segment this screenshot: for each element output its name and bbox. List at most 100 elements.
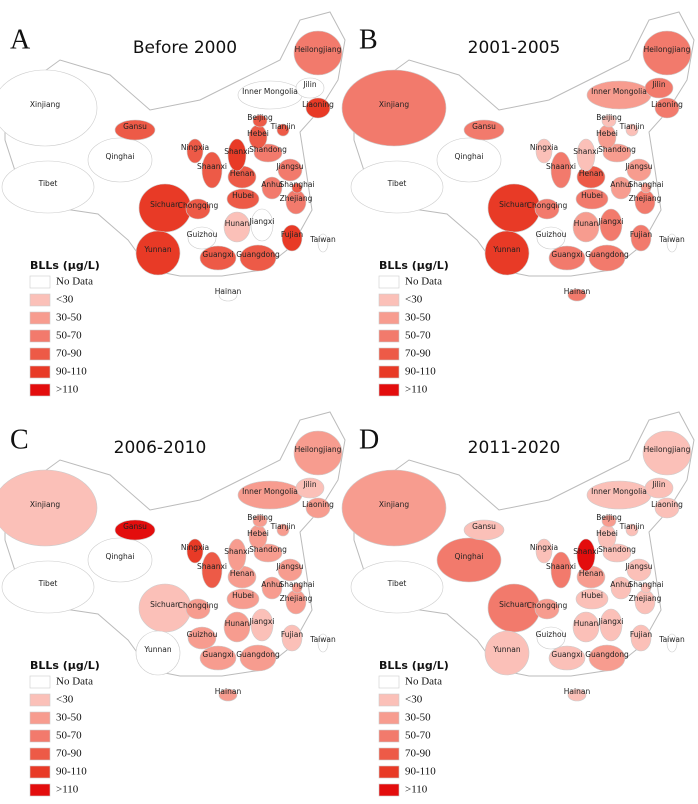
- province-area: [484, 630, 530, 676]
- province-area: [601, 114, 617, 128]
- province-area: [654, 497, 680, 519]
- province-area: [261, 176, 283, 200]
- legend-label: 30-50: [56, 312, 82, 324]
- legend-label: 50-70: [405, 730, 431, 742]
- province-label: Jilin: [302, 80, 316, 89]
- legend-swatch: [378, 783, 400, 797]
- province-area: [576, 138, 596, 172]
- province-area: [239, 644, 277, 672]
- province-area: [293, 30, 343, 76]
- province-area: [588, 244, 626, 272]
- map-panel: Heilongjiang Jilin Inner Mongolia Liaoning X…: [341, 411, 695, 797]
- province-area: [277, 558, 303, 582]
- province-label: Inner Mongolia: [591, 487, 647, 496]
- legend-title: BLLs (μg/L): [30, 659, 100, 672]
- legend-label: 50-70: [56, 330, 82, 342]
- province-area: [1, 560, 95, 614]
- province-label: Jiangsu: [275, 562, 303, 571]
- legend-label: >110: [405, 784, 428, 796]
- province-label: Jiangsu: [275, 162, 303, 171]
- province-area: [599, 608, 623, 642]
- province-label: Shanxi: [224, 547, 249, 556]
- province-label: Guangxi: [202, 250, 233, 259]
- province-label: Henan: [230, 569, 255, 578]
- legend-swatch: [29, 347, 51, 361]
- province-area: [186, 538, 204, 564]
- province-area: [610, 176, 632, 200]
- province-area: [548, 245, 586, 271]
- province-area: [567, 288, 587, 302]
- province-label: Tianjin: [619, 122, 645, 131]
- legend-swatch: [378, 275, 400, 289]
- province-label: Guizhou: [187, 230, 218, 239]
- province-label: Jilin: [651, 80, 665, 89]
- province-label: Qinghai: [106, 152, 135, 161]
- legend-label: 30-50: [405, 312, 431, 324]
- legend-label: <30: [56, 294, 74, 306]
- province-area: [276, 523, 290, 537]
- province-label: Hunan: [574, 219, 599, 228]
- province-label: Shanxi: [224, 147, 249, 156]
- province-area: [536, 626, 566, 650]
- province-label: Hunan: [225, 619, 250, 628]
- province-label: Xinjiang: [30, 100, 60, 109]
- province-label: Chongqing: [178, 601, 219, 610]
- province-label: Tianjin: [270, 122, 296, 131]
- province-area: [201, 151, 223, 189]
- legend-swatch: [378, 765, 400, 779]
- province-label: Ningxia: [181, 143, 209, 152]
- province-area: [250, 608, 274, 642]
- province-area: [281, 224, 303, 252]
- legend-swatch: [378, 347, 400, 361]
- province-area: [114, 119, 156, 141]
- legend-swatch: [378, 675, 400, 689]
- province-label: Guangdong: [236, 250, 280, 259]
- legend-swatch: [378, 747, 400, 761]
- legend-label: 30-50: [56, 712, 82, 724]
- province-area: [291, 582, 303, 594]
- province-area: [305, 497, 331, 519]
- province-label: Zhejiang: [629, 594, 662, 603]
- province-label: Hainan: [564, 687, 591, 696]
- legend-swatch: [29, 675, 51, 689]
- province-label: Beijing: [247, 513, 273, 522]
- province-area: [550, 151, 572, 189]
- province-area: [277, 158, 303, 182]
- province-area: [601, 514, 617, 528]
- province-area: [575, 188, 609, 210]
- province-label: Inner Mongolia: [242, 487, 298, 496]
- panel-letter: C: [10, 424, 29, 455]
- province-label: Xinjiang: [379, 500, 409, 509]
- province-area: [261, 576, 283, 600]
- province-area: [252, 514, 268, 528]
- province-label: Guizhou: [536, 230, 567, 239]
- province-area: [0, 69, 98, 147]
- province-area: [295, 477, 325, 499]
- province-area: [199, 645, 237, 671]
- legend-label: No Data: [405, 276, 442, 288]
- province-label: Zhejiang: [280, 194, 313, 203]
- province-label: Guangdong: [236, 650, 280, 659]
- legend-swatch: [29, 293, 51, 307]
- province-label: Beijing: [596, 513, 622, 522]
- province-area: [642, 30, 692, 76]
- legend-label: >110: [405, 384, 428, 396]
- province-area: [654, 97, 680, 119]
- province-label: Shanghai: [279, 180, 314, 189]
- province-label: Yunnan: [492, 645, 521, 654]
- province-area: [550, 551, 572, 589]
- province-area: [341, 469, 447, 547]
- province-label: Hainan: [215, 287, 242, 296]
- province-label: Hunan: [574, 619, 599, 628]
- legend-swatch: [29, 365, 51, 379]
- province-label: Shaanxi: [546, 562, 576, 571]
- legend-swatch: [378, 311, 400, 325]
- province-area: [223, 611, 251, 643]
- legend-label: 50-70: [56, 730, 82, 742]
- province-area: [350, 560, 444, 614]
- province-label: Jiangxi: [598, 617, 624, 626]
- province-label: Henan: [579, 569, 604, 578]
- legend-label: 70-90: [405, 348, 431, 360]
- legend-label: 50-70: [405, 330, 431, 342]
- province-area: [87, 137, 153, 183]
